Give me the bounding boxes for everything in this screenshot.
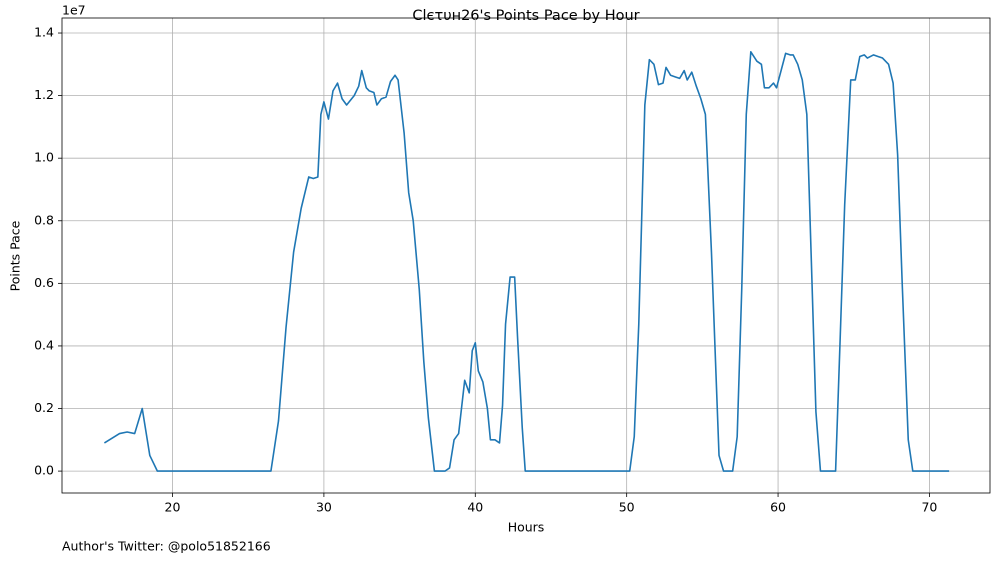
- y-offset-label: 1e7: [62, 3, 86, 18]
- footnote: Author's Twitter: @polo51852166: [62, 539, 271, 554]
- y-tick-label: 0.8: [34, 212, 54, 227]
- y-tick-label: 0.4: [34, 337, 54, 352]
- x-tick-label: 40: [467, 500, 483, 515]
- x-tick-label: 20: [165, 500, 181, 515]
- chart-title: Clєτυн26's Points Pace by Hour: [412, 8, 639, 24]
- data-line: [103, 50, 950, 472]
- y-tick-label: 1.2: [34, 87, 54, 102]
- y-axis-label: Points Pace: [8, 220, 23, 291]
- y-tick-label: 1.0: [34, 150, 54, 165]
- y-tick-label: 0.6: [34, 275, 54, 290]
- x-axis-label: Hours: [508, 520, 545, 535]
- y-tick-label: 0.2: [34, 400, 54, 415]
- y-tick-label: 0.0: [34, 463, 54, 478]
- plot-frame: [61, 17, 991, 494]
- y-tick-label: 1.4: [34, 25, 54, 40]
- x-tick-label: 30: [316, 500, 332, 515]
- x-tick-label: 60: [770, 500, 786, 515]
- x-tick-label: 70: [921, 500, 937, 515]
- x-tick-label: 50: [619, 500, 635, 515]
